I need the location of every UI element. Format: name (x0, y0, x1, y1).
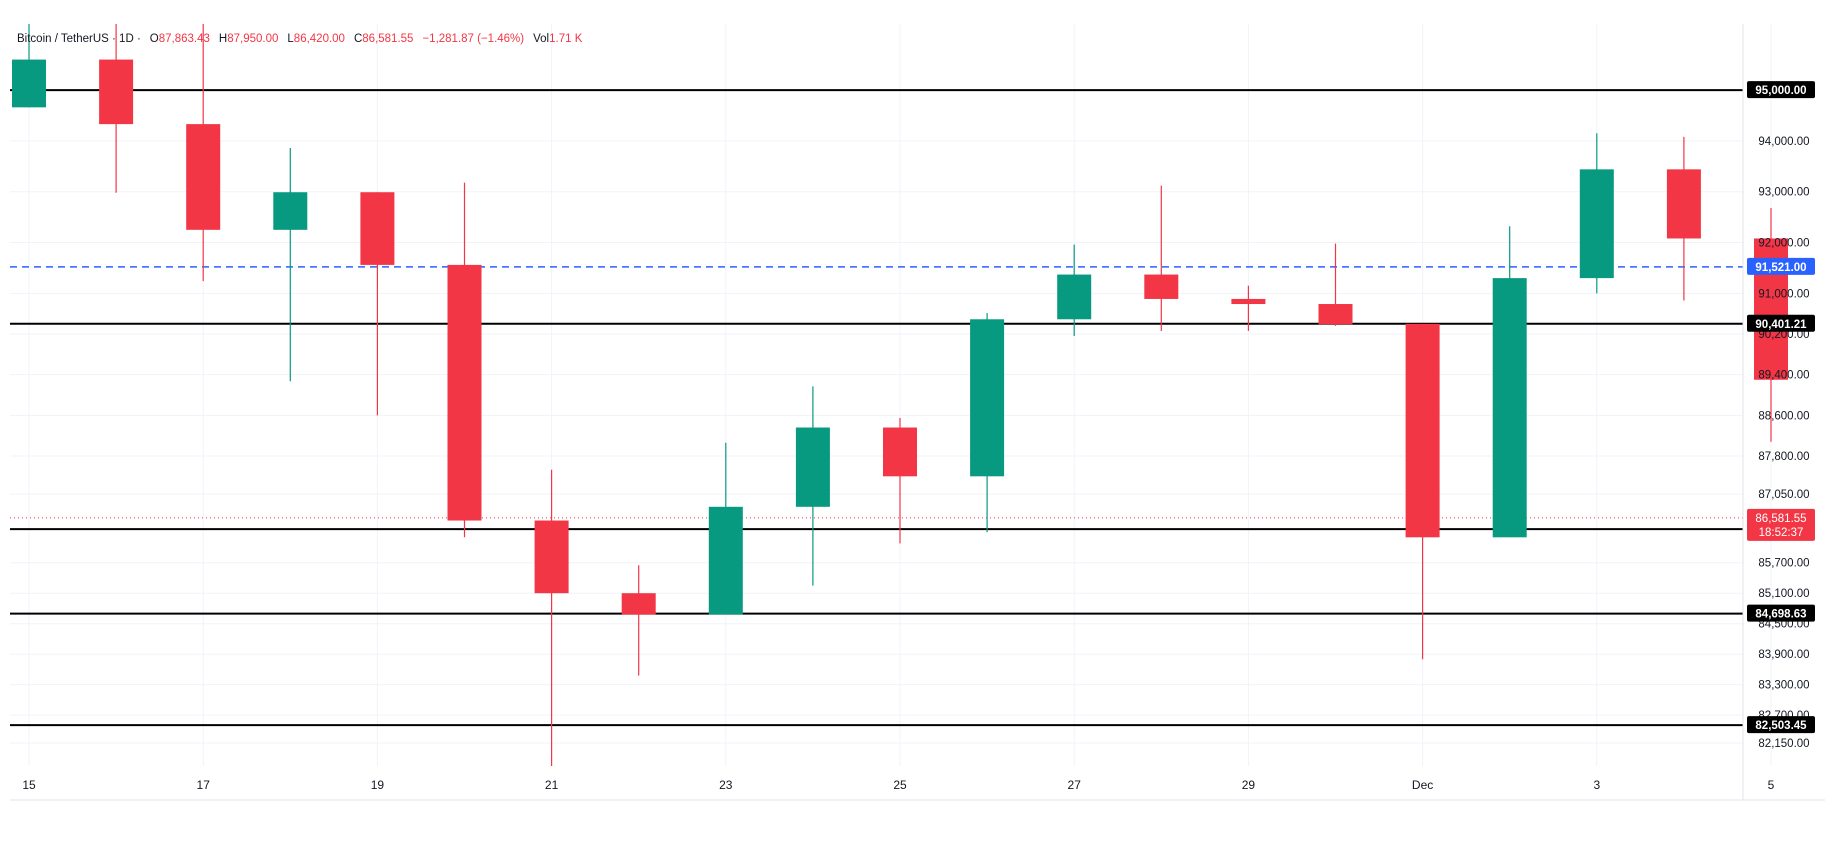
price-tags-layer: 95,000.0091,521.0090,401.2186,361.2684,6… (1747, 81, 1815, 734)
candle (883, 417, 917, 544)
x-tick-label: 15 (22, 778, 36, 792)
x-tick-label: 23 (719, 778, 733, 792)
candle (447, 182, 482, 538)
level-price-label: 84,698.63 (1755, 609, 1806, 621)
x-tick-label: 25 (893, 778, 907, 792)
candle (1579, 133, 1614, 294)
candle-body-down (99, 59, 134, 125)
close-value: 86,581.55 (362, 33, 414, 45)
x-tick-label: 3 (1593, 778, 1600, 792)
candle-body-down (1231, 298, 1266, 305)
low-label: L (287, 33, 294, 45)
volume-value: 1.71 K (549, 33, 583, 45)
candle-body-down (360, 192, 395, 265)
close-label: C (353, 33, 363, 45)
y-tick-label: 89,400.00 (1758, 370, 1809, 382)
last-price-tag (1747, 508, 1815, 541)
candle (1666, 136, 1701, 301)
level-price-label: 82,503.45 (1755, 720, 1807, 732)
level-price-tag (1747, 81, 1815, 99)
candle (12, 24, 46, 108)
x-tick-label: 21 (545, 778, 559, 792)
y-tick-label: 83,300.00 (1758, 680, 1809, 692)
y-tick-label: 84,500.00 (1758, 619, 1809, 631)
x-tick-label: 19 (371, 778, 385, 792)
candle-body-up (1492, 278, 1527, 538)
candle-body-down (1318, 304, 1353, 325)
y-tick-label: 94,000.00 (1758, 136, 1809, 148)
y-tick-label: 87,050.00 (1758, 489, 1809, 501)
candles-layer (12, 24, 1788, 766)
candle-body-up (12, 59, 46, 108)
grid-layer (10, 24, 1772, 766)
y-tick-label: 92,000.00 (1758, 238, 1809, 250)
x-tick-label: 29 (1242, 778, 1256, 792)
level-price-tag (1747, 716, 1815, 734)
open-label: O (149, 33, 159, 45)
candle (534, 469, 569, 766)
candle-body-up (795, 427, 830, 507)
candle-body-up (1579, 169, 1614, 279)
volume-label: Vol (533, 33, 550, 45)
x-tick-label: 27 (1068, 778, 1082, 792)
candle-body-up (1057, 274, 1092, 320)
open-value: 87,863.43 (158, 33, 210, 45)
candle (708, 442, 743, 615)
axis-layer: 1517192123252729Dec35791113151719212394,… (10, 24, 1825, 801)
candle-body-down (534, 520, 569, 594)
candle-body-down (1144, 274, 1179, 299)
y-tick-label: 90,200.00 (1758, 329, 1809, 341)
last-price-label: 86,581.55 (1755, 513, 1806, 525)
level-price-tag (1747, 314, 1815, 332)
level-price-label: 95,000.00 (1755, 85, 1806, 97)
candle (1405, 323, 1440, 660)
candle (99, 24, 134, 193)
candle-body-up (273, 192, 308, 230)
x-tick-label: Dec (1412, 778, 1433, 792)
candle (186, 24, 221, 282)
candle-body-up (708, 506, 743, 615)
bar-countdown-label: 18:52:37 (1759, 527, 1804, 539)
candle-body-up (970, 319, 1005, 477)
level-price-tag (1747, 604, 1815, 622)
candle (970, 313, 1005, 533)
low-value: 86,420.00 (293, 33, 345, 45)
candle-body-down (621, 593, 656, 615)
change-value: −1,281.87 (−1.46%) (422, 33, 525, 45)
candle (360, 192, 395, 416)
symbol-title[interactable]: Bitcoin / TetherUS · 1D · (17, 33, 141, 45)
level-price-tag (1747, 257, 1815, 275)
x-tick-label: 5 (1768, 778, 1775, 792)
y-tick-label: 88,600.00 (1758, 410, 1809, 422)
candle-body-down (447, 264, 482, 521)
candle-body-down (883, 427, 917, 477)
level-price-label: 90,401.21 (1755, 319, 1807, 331)
level-lines-layer (10, 89, 1743, 727)
candle (795, 386, 830, 586)
candle-body-down (186, 124, 221, 230)
y-tick-label: 91,000.00 (1758, 288, 1809, 300)
candle (1492, 226, 1527, 538)
x-tick-label: 17 (197, 778, 211, 792)
candle (1057, 244, 1092, 337)
candle-body-down (1666, 169, 1701, 239)
level-price-label: 91,521.00 (1755, 262, 1806, 274)
high-label: H (218, 33, 228, 45)
candle (1144, 185, 1179, 331)
candle (1231, 285, 1266, 331)
y-tick-label: 85,700.00 (1758, 558, 1809, 570)
y-tick-label: 85,100.00 (1758, 588, 1809, 600)
ohlc-legend: Bitcoin / TetherUS · 1D · O87,863.43 H87,9… (17, 33, 582, 45)
candle (1318, 243, 1353, 326)
candle-body-down (1405, 323, 1440, 538)
y-tick-label: 83,900.00 (1758, 649, 1809, 661)
y-tick-label: 93,000.00 (1758, 187, 1809, 199)
y-tick-label: 87,800.00 (1758, 451, 1809, 463)
candle (621, 565, 656, 676)
y-tick-label: 82,150.00 (1758, 738, 1809, 750)
candle (273, 148, 308, 382)
high-value: 87,950.00 (227, 33, 279, 45)
